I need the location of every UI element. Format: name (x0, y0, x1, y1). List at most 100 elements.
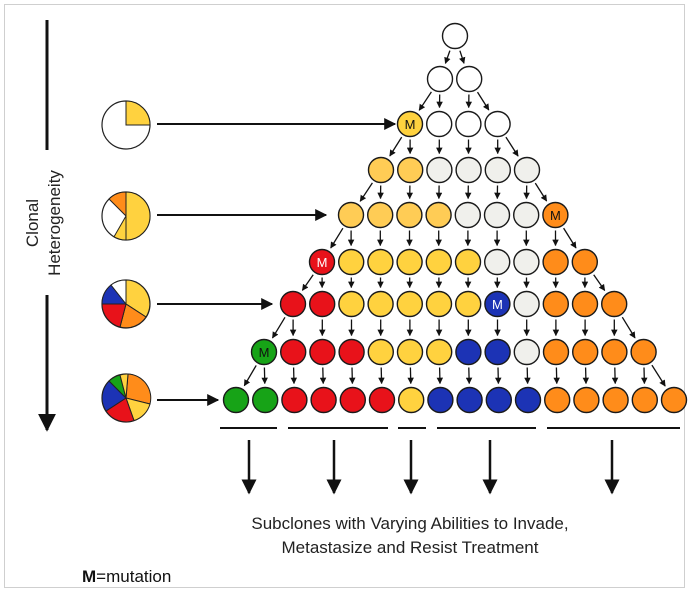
cell-blue (457, 388, 482, 413)
lineage-arrow (622, 317, 635, 338)
clone-tree: M M M M M (224, 24, 687, 413)
mutation-marker: M (492, 297, 503, 312)
axis-label-line-2: Heterogeneity (44, 148, 66, 298)
cell-orange (543, 250, 568, 275)
cell-orange (662, 388, 687, 413)
cell-grey (514, 203, 539, 228)
cell-orange (544, 340, 569, 365)
lineage-arrow (652, 365, 665, 386)
cell-grey (514, 340, 539, 365)
cell-red (310, 292, 335, 317)
cell-yellow (427, 340, 452, 365)
cell-orange (574, 388, 599, 413)
pie-chart-stage-2 (102, 192, 150, 240)
mutation-marker: M (259, 345, 270, 360)
cell-orange (632, 388, 657, 413)
lineage-arrow (594, 275, 605, 291)
cell-orange (543, 292, 568, 317)
pie-chart-stage-4 (102, 374, 151, 422)
cell-white (443, 24, 468, 49)
lineage-arrow (273, 317, 286, 338)
legend-symbol: M (82, 567, 96, 586)
cell-pale_yellow (398, 158, 423, 183)
cell-white (456, 112, 481, 137)
cell-grey (485, 203, 510, 228)
lineage-arrow (390, 137, 402, 156)
cell-grey (455, 203, 480, 228)
cell-pale_yellow (397, 203, 422, 228)
cell-grey (485, 250, 510, 275)
lineage-arrow (478, 92, 489, 110)
lineage-arrow (506, 137, 518, 156)
cell-orange (545, 388, 570, 413)
cell-red (310, 340, 335, 365)
cell-blue (486, 388, 511, 413)
cell-white (457, 67, 482, 92)
pie-chart-stage-3 (102, 280, 150, 328)
cell-orange (602, 340, 627, 365)
cell-green (253, 388, 278, 413)
cell-grey (514, 292, 539, 317)
heterogeneity-axis-label: Clonal Heterogeneity (22, 148, 68, 298)
mutation-marker: M (405, 117, 416, 132)
mutation-marker: M (550, 208, 561, 223)
lineage-arrow (460, 51, 464, 64)
cell-white (428, 67, 453, 92)
cell-blue (428, 388, 453, 413)
cell-yellow (427, 292, 452, 317)
cell-yellow (368, 340, 393, 365)
lineage-arrow (331, 228, 343, 248)
cell-white (485, 112, 510, 137)
cell-yellow (397, 250, 422, 275)
cell-grey (427, 158, 452, 183)
cell-yellow (339, 250, 364, 275)
cell-red (339, 340, 364, 365)
cell-red (311, 388, 336, 413)
lineage-arrow (244, 365, 256, 385)
cell-pale_yellow (426, 203, 451, 228)
cell-grey (485, 158, 510, 183)
cell-yellow (368, 292, 393, 317)
subclones-caption: Subclones with Varying Abilities to Inva… (220, 512, 600, 560)
mutation-marker: M (317, 255, 328, 270)
legend-text: =mutation (96, 567, 171, 586)
cell-pale_yellow (368, 203, 393, 228)
cell-blue (456, 340, 481, 365)
mutation-legend: M=mutation (82, 567, 171, 587)
cell-green (224, 388, 249, 413)
cell-yellow (368, 250, 393, 275)
cell-white (427, 112, 452, 137)
cell-red (340, 388, 365, 413)
lineage-arrow (302, 275, 313, 291)
cell-orange (602, 292, 627, 317)
cell-yellow (426, 250, 451, 275)
cell-grey (514, 250, 539, 275)
lineage-arrow (360, 183, 372, 201)
cell-pale_yellow (369, 158, 394, 183)
cell-red (370, 388, 395, 413)
lineage-arrow (445, 51, 450, 64)
caption-line-1: Subclones with Varying Abilities to Inva… (220, 512, 600, 536)
cell-grey (515, 158, 540, 183)
axis-label-line-1: Clonal (22, 148, 44, 298)
cell-pale_yellow (339, 203, 364, 228)
cell-yellow (456, 250, 481, 275)
cell-yellow (397, 292, 422, 317)
cell-orange (573, 292, 598, 317)
cell-blue (485, 340, 510, 365)
lineage-arrow (535, 183, 546, 201)
caption-line-2: Metastasize and Resist Treatment (220, 536, 600, 560)
cell-orange (631, 340, 656, 365)
cell-red (281, 340, 306, 365)
lineage-arrow (419, 92, 431, 110)
cell-orange (572, 250, 597, 275)
cell-orange (573, 340, 598, 365)
cell-yellow (339, 292, 364, 317)
cell-red (282, 388, 307, 413)
lineage-arrow (564, 228, 576, 248)
cell-yellow (398, 340, 423, 365)
cell-red (281, 292, 306, 317)
cell-grey (456, 158, 481, 183)
